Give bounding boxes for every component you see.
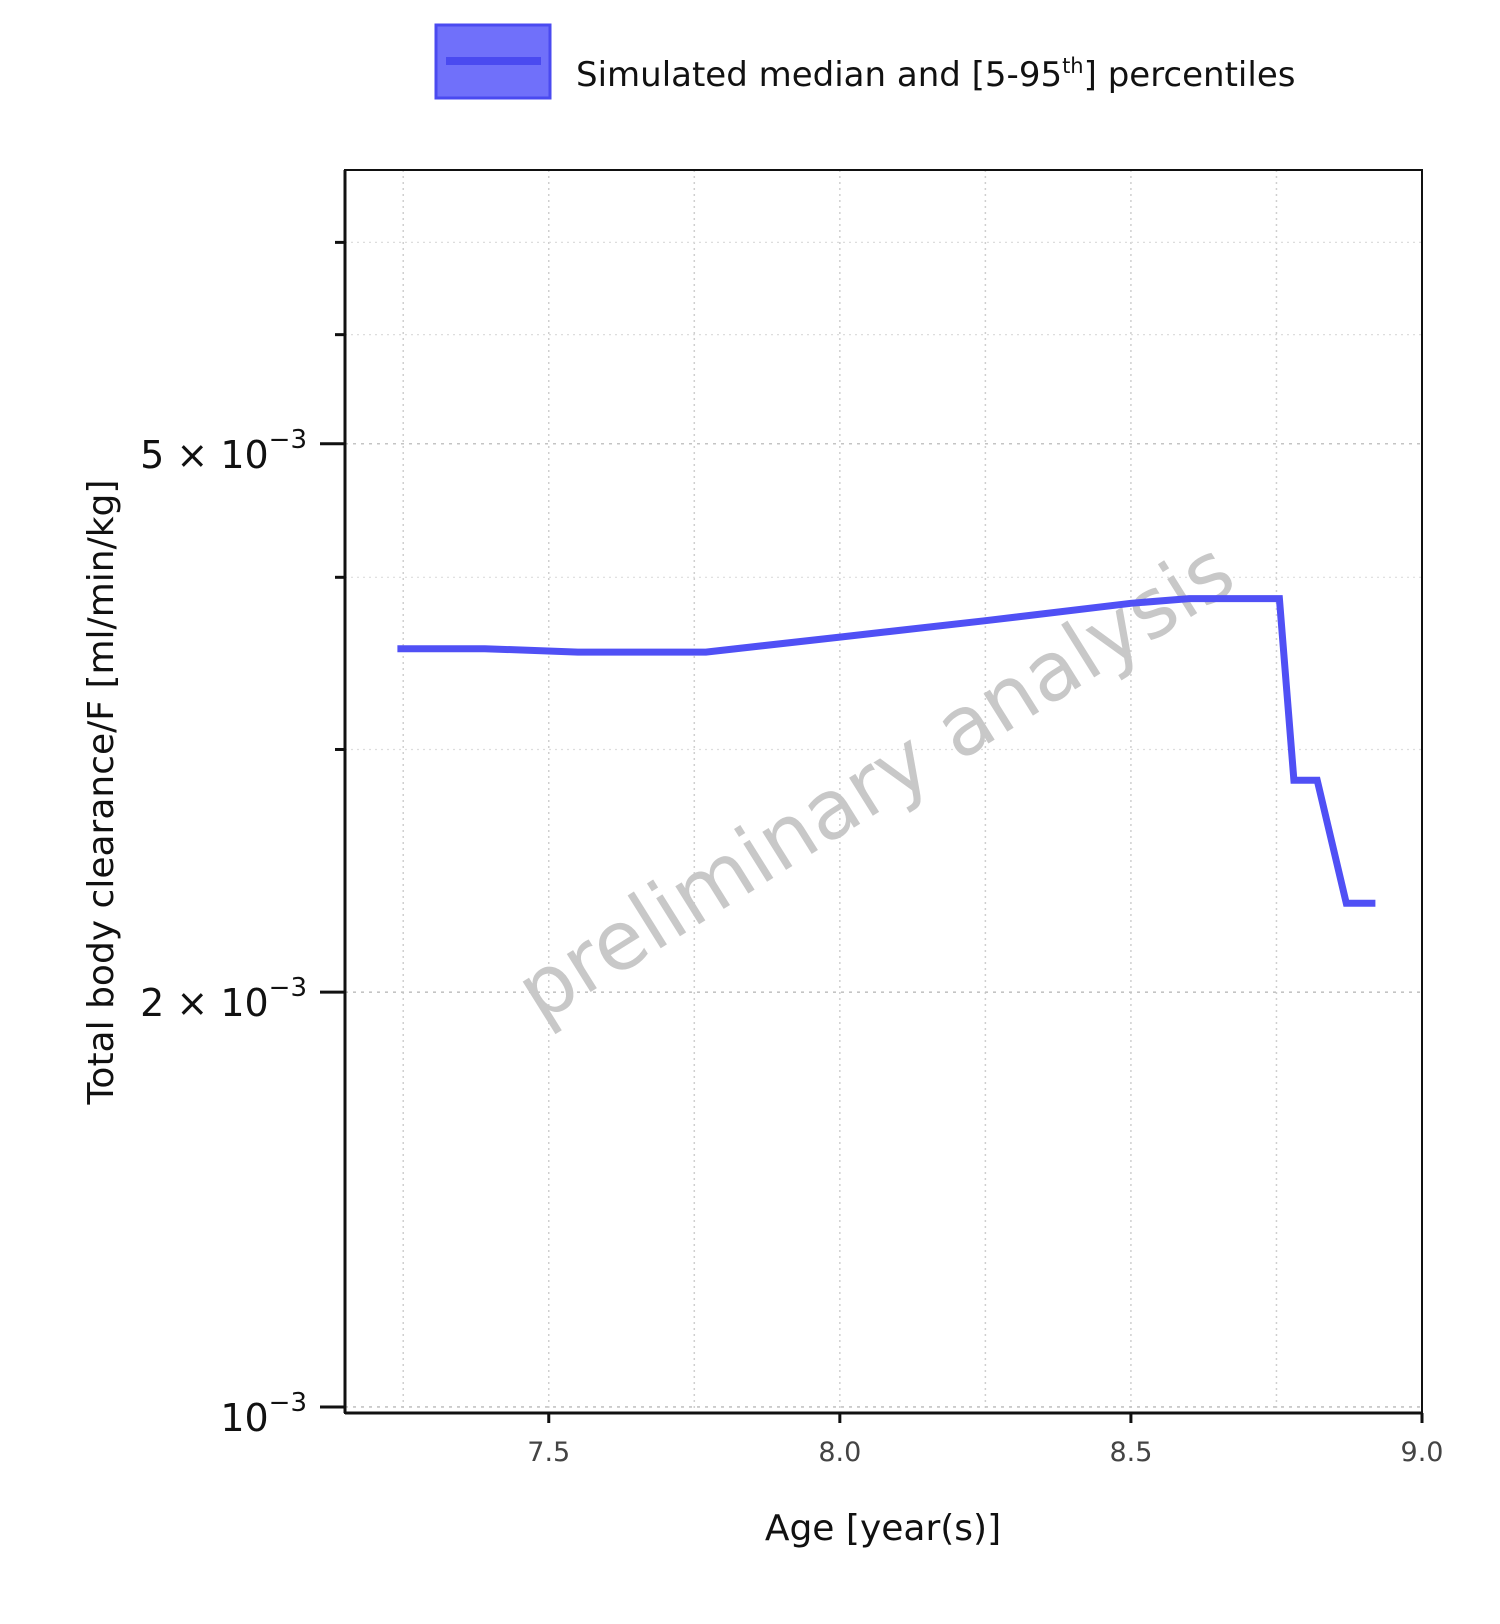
legend: Simulated median and [5-95th] percentile…	[434, 23, 1295, 100]
series-line-median	[397, 595, 1376, 907]
x-tick-label: 7.5	[527, 1437, 570, 1468]
y-tick-label: 5 × 10−3	[140, 425, 307, 477]
legend-label-end: ] percentiles	[1084, 55, 1296, 95]
x-tick-label: 9.0	[1401, 1437, 1444, 1468]
y-tick-label: 10−3	[220, 1388, 307, 1440]
y-tick-label: 2 × 10−3	[140, 973, 307, 1025]
legend-label: Simulated median and [5-95th] percentile…	[576, 54, 1295, 95]
x-axis-title: Age [year(s)]	[765, 1508, 1001, 1549]
x-tick-label: 8.5	[1109, 1437, 1152, 1468]
legend-label-main: Simulated median and [5-95	[576, 55, 1062, 95]
legend-label-sup: th	[1062, 54, 1084, 78]
x-tick-label: 8.0	[818, 1437, 861, 1468]
plot-area: preliminary analysis 7.5 8.0 8.5 9.0 10−32 …	[140, 169, 1443, 1468]
grid-layer	[345, 170, 1423, 1413]
y-ticks: 10−3 2 × 10−3 5 × 10−3	[140, 240, 345, 1440]
y-axis-title: Total body clearance/F [ml/min/kg]	[81, 480, 122, 1106]
x-ticks: 7.5 8.0 8.5 9.0	[527, 1413, 1443, 1468]
